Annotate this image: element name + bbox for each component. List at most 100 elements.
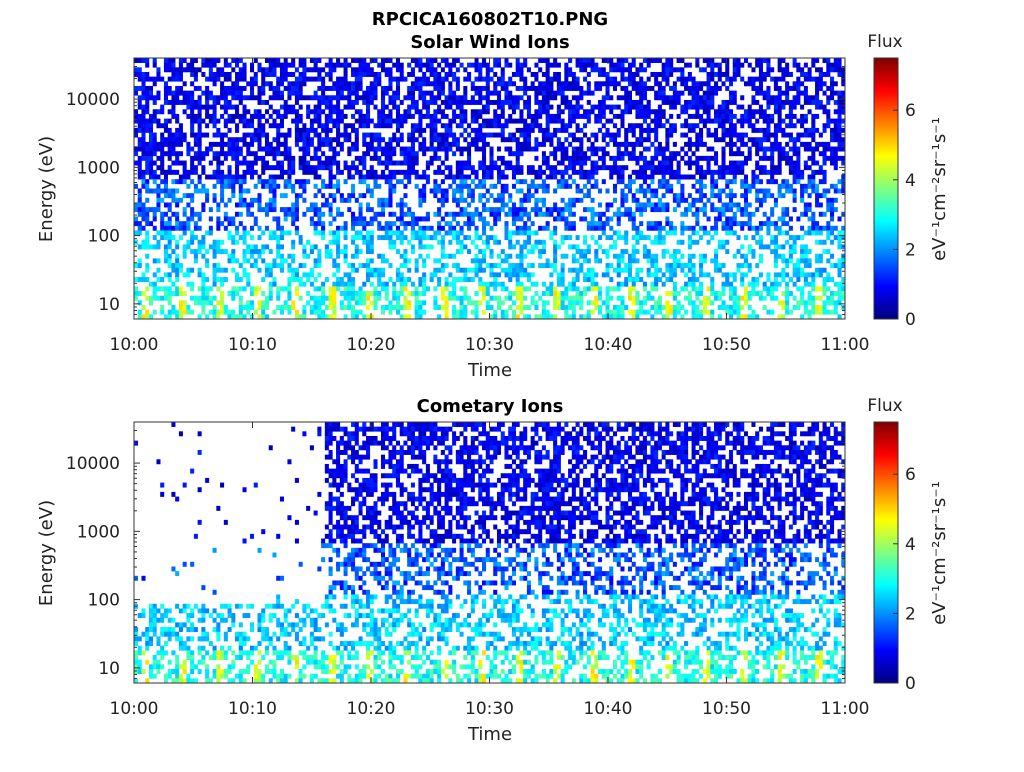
flux-cell: [672, 90, 677, 96]
flux-cell: [661, 95, 666, 101]
flux-cell: [583, 109, 588, 115]
flux-cell: [568, 160, 573, 166]
flux-cell: [422, 81, 427, 87]
flux-cell: [332, 104, 337, 110]
flux-cell: [264, 146, 270, 152]
flux-cell: [470, 141, 475, 147]
flux-cell: [208, 95, 213, 101]
flux-cell: [399, 291, 404, 296]
flux-cell: [212, 314, 217, 320]
flux-cell: [283, 109, 288, 115]
flux-cell: [541, 127, 546, 133]
flux-cell: [437, 85, 442, 91]
flux-cell: [190, 207, 195, 213]
flux-cell: [665, 305, 670, 310]
flux-cell: [485, 286, 490, 292]
flux-cell: [459, 179, 464, 185]
flux-cell: [354, 137, 359, 143]
flux-cell: [541, 305, 546, 310]
flux-cell: [564, 137, 569, 143]
flux-cell: [485, 99, 490, 105]
flux-cell: [231, 193, 236, 199]
flux-cell: [676, 165, 681, 171]
flux-cell: [418, 67, 423, 73]
flux-cell: [253, 286, 258, 292]
flux-cell: [205, 291, 210, 296]
flux-cell: [583, 183, 588, 189]
flux-cell: [511, 309, 516, 315]
flux-cell: [556, 113, 561, 119]
flux-cell: [714, 118, 719, 124]
flux-cell: [384, 67, 389, 73]
flux-cell: [455, 141, 460, 147]
flux-cell: [631, 81, 636, 87]
flux-cell: [201, 309, 206, 315]
flux-cell: [508, 160, 513, 166]
flux-cell: [328, 314, 333, 320]
flux-cell: [459, 295, 464, 301]
flux-cell: [541, 211, 546, 217]
flux-cell: [553, 90, 558, 96]
flux-cell: [309, 207, 314, 213]
flux-cell: [586, 221, 591, 227]
flux-cell: [220, 188, 225, 194]
flux-cell: [332, 151, 337, 157]
flux-cell: [725, 277, 730, 283]
flux-cell: [231, 179, 236, 185]
flux-cell: [272, 309, 277, 315]
flux-cell: [276, 76, 281, 82]
flux-cell: [317, 211, 322, 217]
flux-cell: [470, 118, 475, 124]
flux-cell: [444, 309, 449, 315]
flux-cell: [306, 137, 311, 143]
flux-cell: [661, 305, 666, 310]
flux-cell: [571, 253, 576, 259]
flux-cell: [414, 81, 419, 87]
flux-cell: [287, 309, 292, 315]
flux-cell: [489, 151, 494, 157]
flux-cell: [478, 281, 483, 287]
flux-cell: [452, 291, 457, 296]
flux-cell: [328, 76, 333, 82]
flux-cell: [530, 183, 535, 189]
flux-cell: [395, 230, 400, 236]
flux-cell: [504, 258, 509, 264]
flux-cell: [687, 99, 692, 105]
flux-cell: [545, 104, 550, 110]
flux-cell: [197, 249, 202, 255]
flux-cell: [384, 202, 389, 208]
flux-cell: [444, 141, 449, 147]
flux-cell: [474, 118, 479, 124]
flux-cell: [246, 211, 251, 217]
flux-cell: [560, 267, 565, 273]
flux-cell: [414, 216, 419, 222]
flux-cell: [373, 174, 378, 180]
flux-cell: [306, 165, 311, 171]
flux-cell: [171, 281, 176, 287]
flux-cell: [433, 295, 438, 301]
flux-cell: [556, 109, 561, 115]
flux-cell: [728, 99, 734, 105]
flux-cell: [272, 235, 277, 241]
flux-cell: [410, 137, 415, 143]
flux-cell: [223, 249, 228, 255]
flux-cell: [672, 295, 677, 301]
flux-cell: [519, 132, 524, 138]
flux-cell: [541, 202, 546, 208]
flux-cell: [691, 305, 696, 310]
flux-cell: [351, 127, 356, 133]
flux-cell: [227, 221, 232, 227]
flux-cell: [496, 211, 502, 217]
flux-cell: [160, 76, 165, 82]
flux-cell: [395, 216, 400, 222]
flux-cell: [373, 272, 378, 278]
flux-cell: [680, 174, 685, 180]
flux-cell: [687, 300, 692, 306]
flux-cell: [246, 109, 251, 115]
flux-cell: [538, 127, 543, 133]
flux-cell: [728, 90, 734, 96]
flux-cell: [358, 309, 363, 315]
flux-cell: [452, 71, 457, 77]
flux-cell: [380, 286, 386, 292]
flux-cell: [152, 81, 157, 87]
